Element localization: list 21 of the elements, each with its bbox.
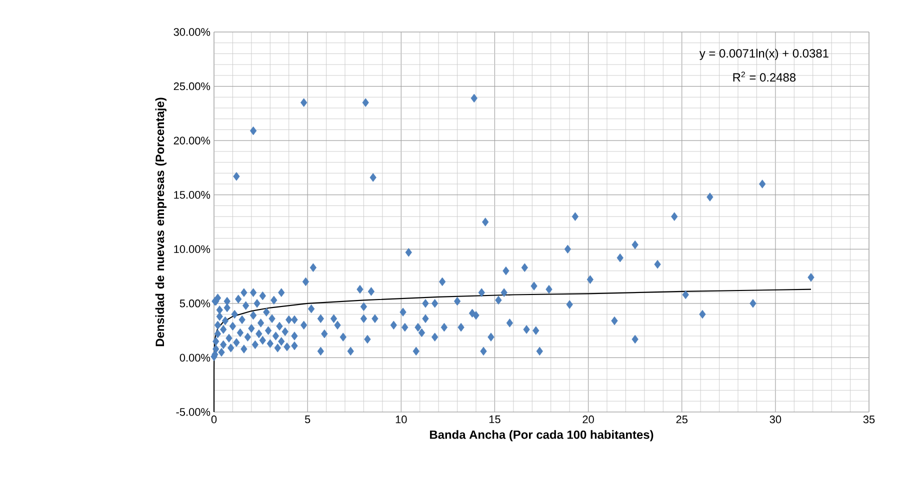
y-tick-label: 20.00% xyxy=(174,136,210,144)
y-tick-label: 30.00% xyxy=(174,28,210,36)
y-tick-label: 0.00% xyxy=(180,354,210,362)
x-tick-label: 0 xyxy=(211,416,217,424)
x-tick-label: 15 xyxy=(489,416,500,424)
annotation: y = 0.0071ln(x) + 0.0381 xyxy=(699,48,828,60)
x-tick-label: 20 xyxy=(582,416,594,424)
y-tick-label: 15.00% xyxy=(174,190,210,199)
x-tick-label: 5 xyxy=(304,416,310,424)
x-tick-label: 25 xyxy=(676,416,688,424)
x-tick-label: 30 xyxy=(770,416,782,424)
y-axis-title: Densidad de nuevas empresas (Porcentaje) xyxy=(155,98,166,346)
x-axis-title: Banda Ancha (Por cada 100 habitantes) xyxy=(430,430,654,442)
y-tick-label: 25.00% xyxy=(174,82,210,90)
y-tick-label: -5.00% xyxy=(176,408,210,416)
line-series xyxy=(213,288,812,413)
x-tick-label: 35 xyxy=(863,416,875,424)
annotation: R$^{2}$ = 0.2488 xyxy=(733,72,796,82)
x-tick-label: 10 xyxy=(396,416,407,424)
y-tick-label: 5.00% xyxy=(180,300,210,308)
y-tick-label: 10.00% xyxy=(174,245,210,254)
